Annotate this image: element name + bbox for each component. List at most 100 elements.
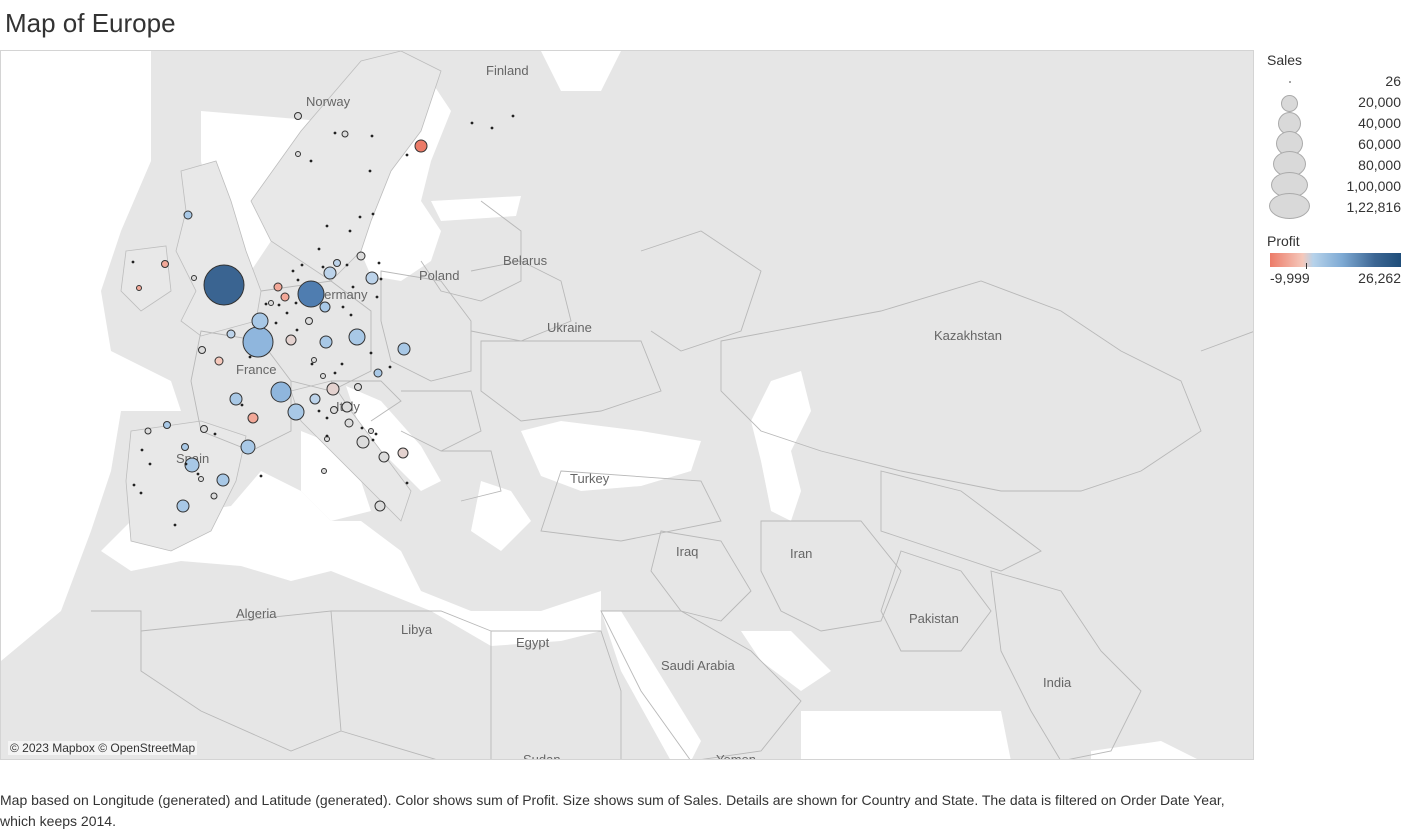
bubble[interactable] [176,499,190,513]
bubble[interactable] [240,439,256,455]
bubble[interactable] [320,373,326,379]
dot[interactable] [300,263,304,267]
dot[interactable] [358,215,362,219]
bubble[interactable] [144,427,152,435]
dot[interactable] [405,153,409,157]
bubble[interactable] [161,260,169,268]
dot[interactable] [369,351,373,355]
dot[interactable] [295,328,299,332]
bubble[interactable] [251,312,269,330]
dot[interactable] [140,448,144,452]
bubble[interactable] [181,443,189,451]
bubble[interactable] [210,492,218,500]
dot[interactable] [371,212,375,216]
dot[interactable] [259,474,263,478]
profit-legend[interactable]: Profit -9,999 26,262 [1262,233,1402,288]
bubble[interactable] [348,328,366,346]
dot[interactable] [490,126,494,130]
bubble[interactable] [397,447,409,459]
dot[interactable] [296,278,300,282]
bubble[interactable] [356,251,366,261]
dot[interactable] [379,277,383,281]
sales-legend-item[interactable]: 26 [1262,72,1402,93]
bubble[interactable] [333,259,341,267]
bubble[interactable] [184,457,200,473]
bubble-germany[interactable] [297,280,325,308]
dot[interactable] [317,409,321,413]
bubble[interactable] [268,300,274,306]
bubble[interactable] [341,130,349,138]
map-view[interactable]: Finland Norway Poland Belarus Ukraine Ge… [0,50,1254,760]
bubble[interactable] [216,473,230,487]
bubble[interactable] [229,392,243,406]
bubble[interactable] [200,425,208,433]
bubble[interactable] [198,346,206,354]
dot[interactable] [132,483,136,487]
dot[interactable] [325,434,329,438]
dot[interactable] [345,263,349,267]
dot[interactable] [285,311,289,315]
bubble[interactable] [321,468,327,474]
bubble[interactable] [378,451,390,463]
bubble[interactable] [305,317,313,325]
dot[interactable] [310,362,314,366]
dot[interactable] [349,313,353,317]
bubble[interactable] [374,500,386,512]
map-canvas[interactable]: Finland Norway Poland Belarus Ukraine Ge… [1,51,1254,760]
small-sales-dots[interactable] [131,114,515,527]
dot[interactable] [321,265,325,269]
bubble[interactable] [414,139,428,153]
bubble[interactable] [214,356,224,366]
dot[interactable] [375,295,379,299]
map-attribution[interactable]: © 2023 Mapbox © OpenStreetMap [8,741,198,755]
bubble[interactable] [368,428,374,434]
bubble[interactable] [326,382,340,396]
dot[interactable] [377,261,381,265]
bubble[interactable] [247,412,259,424]
bubble-france[interactable] [242,326,274,358]
bubble[interactable] [191,275,197,281]
bubble[interactable] [344,418,354,428]
dot[interactable] [470,121,474,125]
dot[interactable] [213,432,217,436]
sales-legend-item[interactable]: 20,000 [1262,93,1402,114]
dot[interactable] [317,247,321,251]
bubble[interactable] [373,368,383,378]
dot[interactable] [371,438,375,442]
bubble[interactable] [198,476,204,482]
bubble[interactable] [323,266,337,280]
bubble-uk[interactable] [203,264,245,306]
dot[interactable] [333,131,337,135]
dot[interactable] [405,481,409,485]
dot[interactable] [274,321,278,325]
dot[interactable] [131,260,135,264]
bubble[interactable] [136,285,142,291]
dot[interactable] [139,491,143,495]
dot[interactable] [348,229,352,233]
bubble[interactable] [270,381,292,403]
dot[interactable] [248,355,252,359]
bubble[interactable] [330,406,338,414]
bubble[interactable] [365,271,379,285]
dot[interactable] [333,371,337,375]
dot[interactable] [277,303,281,307]
dot[interactable] [325,224,329,228]
dot[interactable] [368,169,372,173]
dot[interactable] [240,403,244,407]
bubble[interactable] [319,335,333,349]
bubble[interactable] [311,357,317,363]
bubble[interactable] [294,112,302,120]
dot[interactable] [184,462,188,466]
dot[interactable] [196,472,200,476]
bubble[interactable] [183,210,193,220]
dot[interactable] [360,426,364,430]
bubble[interactable] [280,292,290,302]
bubble[interactable] [309,393,321,405]
bubble[interactable] [397,342,411,356]
bubble[interactable] [273,282,283,292]
dot[interactable] [351,285,355,289]
bubble[interactable] [287,403,305,421]
dot[interactable] [309,159,313,163]
bubble[interactable] [285,334,297,346]
dot[interactable] [264,302,268,306]
